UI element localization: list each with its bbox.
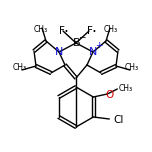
Text: Cl: Cl — [113, 115, 124, 125]
Text: .: . — [64, 19, 68, 35]
Text: F: F — [59, 26, 65, 36]
Text: .: . — [92, 19, 96, 35]
Text: +: + — [95, 41, 102, 50]
Text: CH₃: CH₃ — [34, 24, 48, 33]
Text: N: N — [55, 47, 63, 57]
Text: CH₃: CH₃ — [104, 24, 118, 33]
Text: F: F — [87, 26, 93, 36]
Text: −: − — [78, 33, 85, 41]
Text: CH₃: CH₃ — [118, 85, 132, 93]
Text: N: N — [89, 47, 97, 57]
Text: O: O — [105, 90, 113, 100]
Text: B: B — [73, 38, 81, 48]
Text: CH₃: CH₃ — [13, 64, 27, 73]
Text: CH₃: CH₃ — [125, 64, 139, 73]
